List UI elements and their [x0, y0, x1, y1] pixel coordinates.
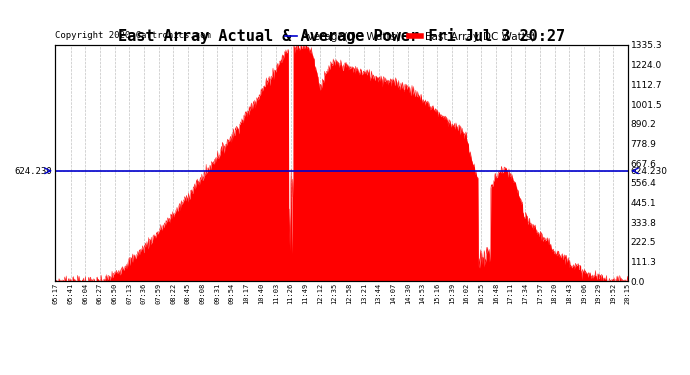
Legend: Average(DC Watts), East Array(DC Watts): Average(DC Watts), East Array(DC Watts)	[281, 28, 540, 46]
Text: Copyright 2020 Cartronics.com: Copyright 2020 Cartronics.com	[55, 31, 211, 40]
Title: East Array Actual & Average Power Fri Jul 3 20:27: East Array Actual & Average Power Fri Ju…	[118, 28, 565, 44]
